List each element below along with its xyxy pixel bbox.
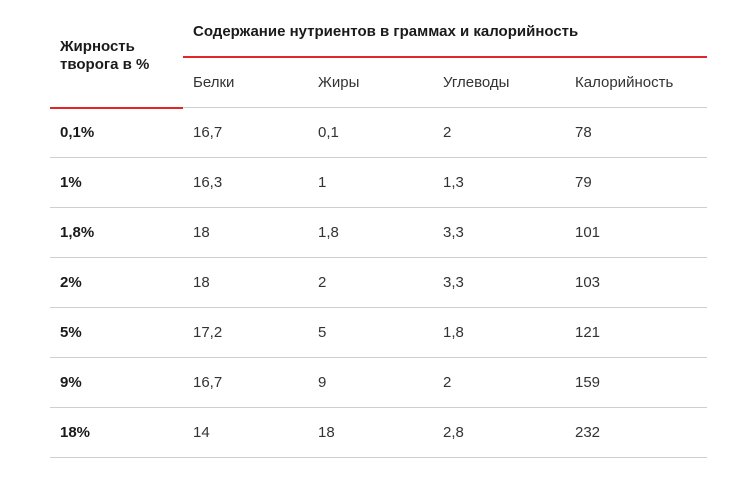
carbs-cell: 2 bbox=[443, 374, 452, 391]
column-header-carbs: Углеводы bbox=[443, 74, 510, 91]
table-row: 1,8% 18 1,8 3,3 101 bbox=[50, 208, 707, 258]
fats-cell: 0,1 bbox=[318, 124, 339, 141]
protein-cell: 14 bbox=[193, 424, 210, 441]
nutrients-group-title: Содержание нутриентов в граммах и калори… bbox=[193, 23, 579, 40]
table-header: Жирность творога в % Содержание нутриент… bbox=[50, 0, 707, 109]
column-header-protein: Белки bbox=[193, 74, 235, 91]
column-header-fats: Жиры bbox=[318, 74, 360, 91]
table-row: 5% 17,2 5 1,8 121 bbox=[50, 308, 707, 358]
calories-cell: 121 bbox=[575, 324, 601, 341]
table-row: 2% 18 2 3,3 103 bbox=[50, 258, 707, 308]
fat-percent-cell: 9% bbox=[60, 374, 82, 391]
protein-cell: 16,3 bbox=[193, 174, 223, 191]
fat-percent-cell: 0,1% bbox=[60, 124, 95, 141]
table-row: 9% 16,7 9 2 159 bbox=[50, 358, 707, 408]
carbs-cell: 2 bbox=[443, 124, 452, 141]
column-header-calories: Калорийность bbox=[575, 74, 674, 91]
table-row: 18% 14 18 2,8 232 bbox=[50, 408, 707, 458]
table-row: 0,1% 16,7 0,1 2 78 bbox=[50, 108, 707, 158]
fats-cell: 2 bbox=[318, 274, 327, 291]
fats-cell: 18 bbox=[318, 424, 335, 441]
fat-column-header: Жирность творога в % bbox=[50, 0, 183, 109]
calories-cell: 101 bbox=[575, 224, 601, 241]
calories-cell: 79 bbox=[575, 174, 592, 191]
protein-cell: 16,7 bbox=[193, 374, 223, 391]
fat-percent-cell: 18% bbox=[60, 424, 91, 441]
calories-cell: 103 bbox=[575, 274, 601, 291]
carbs-cell: 3,3 bbox=[443, 224, 464, 241]
carbs-cell: 2,8 bbox=[443, 424, 464, 441]
carbs-cell: 1,8 bbox=[443, 324, 464, 341]
calories-cell: 78 bbox=[575, 124, 592, 141]
table-row: 1% 16,3 1 1,3 79 bbox=[50, 158, 707, 208]
fats-cell: 9 bbox=[318, 374, 327, 391]
fats-cell: 5 bbox=[318, 324, 327, 341]
fats-cell: 1,8 bbox=[318, 224, 339, 241]
protein-cell: 18 bbox=[193, 274, 210, 291]
carbs-cell: 1,3 bbox=[443, 174, 464, 191]
fat-percent-cell: 5% bbox=[60, 324, 82, 341]
group-header-divider bbox=[183, 56, 707, 58]
calories-cell: 159 bbox=[575, 374, 601, 391]
fat-percent-cell: 1,8% bbox=[60, 224, 95, 241]
nutrient-subheaders: Белки Жиры Углеводы Калорийность bbox=[183, 58, 707, 108]
carbs-cell: 3,3 bbox=[443, 274, 464, 291]
fat-column-header-label: Жирность творога в % bbox=[60, 38, 150, 73]
fats-cell: 1 bbox=[318, 174, 327, 191]
nutrients-group-header: Содержание нутриентов в граммах и калори… bbox=[183, 0, 707, 108]
protein-cell: 16,7 bbox=[193, 124, 223, 141]
protein-cell: 17,2 bbox=[193, 324, 223, 341]
protein-cell: 18 bbox=[193, 224, 210, 241]
nutrition-table: Жирность творога в % Содержание нутриент… bbox=[50, 0, 707, 458]
calories-cell: 232 bbox=[575, 424, 601, 441]
fat-percent-cell: 1% bbox=[60, 174, 82, 191]
fat-percent-cell: 2% bbox=[60, 274, 82, 291]
